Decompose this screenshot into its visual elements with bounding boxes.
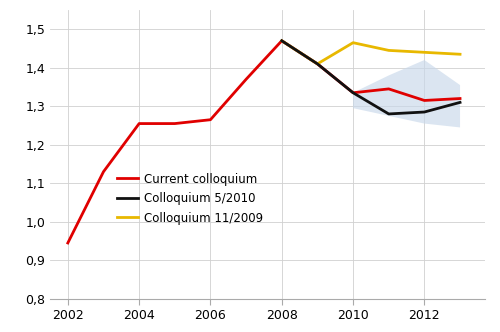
Polygon shape bbox=[353, 60, 460, 127]
Legend: Current colloquium, Colloquium 5/2010, Colloquium 11/2009: Current colloquium, Colloquium 5/2010, C… bbox=[112, 168, 268, 229]
